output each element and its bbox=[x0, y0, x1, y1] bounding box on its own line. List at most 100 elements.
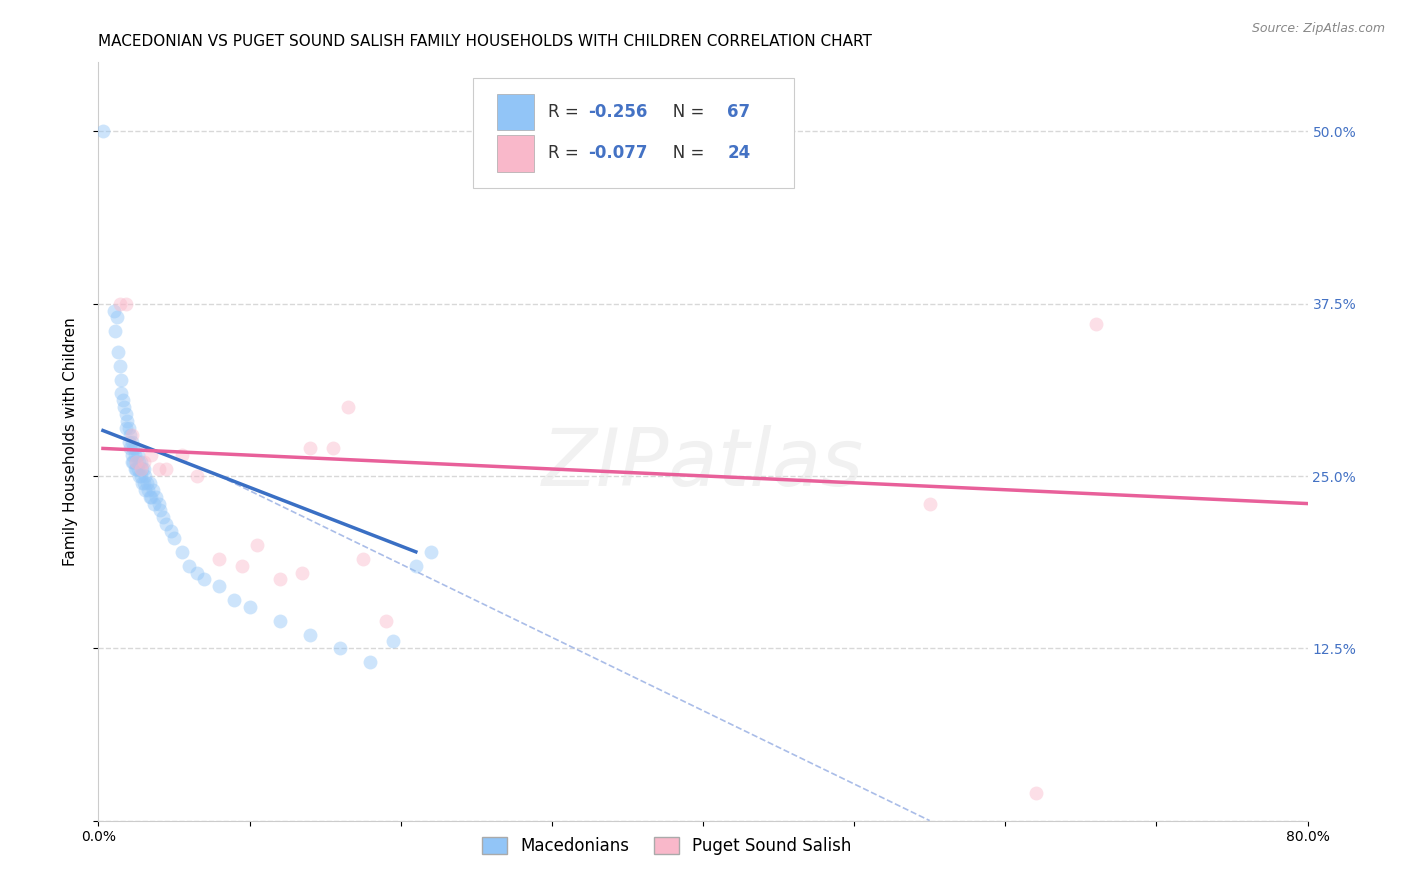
Point bbox=[110, 386, 132, 401]
Point bbox=[143, 497, 166, 511]
Point bbox=[145, 490, 167, 504]
Point bbox=[186, 469, 208, 483]
Point bbox=[122, 442, 145, 456]
Point bbox=[115, 414, 138, 428]
Point bbox=[121, 448, 143, 462]
Point bbox=[179, 558, 201, 573]
Point bbox=[382, 634, 405, 648]
Point bbox=[163, 531, 186, 545]
Point bbox=[111, 393, 134, 408]
Point bbox=[139, 490, 162, 504]
Point bbox=[129, 455, 152, 469]
Point bbox=[420, 545, 443, 559]
Text: R =: R = bbox=[548, 103, 585, 120]
Point bbox=[112, 400, 135, 414]
Point bbox=[124, 442, 146, 456]
Point bbox=[336, 400, 359, 414]
Point bbox=[103, 303, 125, 318]
Point bbox=[155, 462, 177, 476]
Point bbox=[122, 455, 145, 469]
Point bbox=[131, 462, 153, 476]
Text: N =: N = bbox=[657, 103, 710, 120]
Point bbox=[132, 462, 155, 476]
Point bbox=[114, 407, 136, 421]
Point bbox=[121, 455, 143, 469]
Point bbox=[128, 469, 150, 483]
Point bbox=[127, 462, 149, 476]
Point bbox=[108, 296, 131, 310]
Point bbox=[121, 434, 143, 449]
Point bbox=[128, 455, 150, 469]
Point bbox=[208, 551, 231, 566]
Point bbox=[125, 462, 148, 476]
Point bbox=[141, 448, 163, 462]
Point bbox=[114, 296, 136, 310]
Point bbox=[374, 614, 396, 628]
Point bbox=[149, 503, 172, 517]
Point bbox=[105, 310, 128, 325]
FancyBboxPatch shape bbox=[498, 94, 534, 130]
Point bbox=[127, 448, 149, 462]
Point bbox=[129, 469, 152, 483]
Point bbox=[160, 524, 183, 538]
Point bbox=[104, 324, 127, 338]
Point bbox=[269, 573, 291, 587]
Point bbox=[1024, 786, 1046, 800]
Point bbox=[124, 448, 146, 462]
Point bbox=[118, 421, 141, 435]
Point bbox=[322, 442, 344, 456]
Point bbox=[132, 455, 155, 469]
Point bbox=[208, 579, 231, 593]
Point bbox=[134, 469, 156, 483]
Point bbox=[918, 497, 941, 511]
Point bbox=[1085, 318, 1108, 332]
Point bbox=[224, 593, 246, 607]
Point bbox=[148, 497, 170, 511]
Point bbox=[124, 462, 146, 476]
Point bbox=[108, 359, 131, 373]
Point bbox=[269, 614, 291, 628]
Text: R =: R = bbox=[548, 145, 585, 162]
Point bbox=[352, 551, 374, 566]
Point bbox=[134, 483, 156, 497]
Point bbox=[299, 442, 322, 456]
Point bbox=[152, 510, 174, 524]
Point bbox=[114, 421, 136, 435]
Point bbox=[107, 345, 129, 359]
Point bbox=[329, 641, 352, 656]
Point bbox=[120, 442, 142, 456]
Point bbox=[148, 462, 170, 476]
Point bbox=[125, 455, 148, 469]
Y-axis label: Family Households with Children: Family Households with Children bbox=[63, 318, 77, 566]
Point bbox=[141, 490, 163, 504]
FancyBboxPatch shape bbox=[498, 136, 534, 171]
Text: -0.077: -0.077 bbox=[588, 145, 648, 162]
Point bbox=[136, 483, 159, 497]
Point bbox=[246, 538, 269, 552]
Point bbox=[132, 475, 155, 490]
Point bbox=[405, 558, 427, 573]
Text: Source: ZipAtlas.com: Source: ZipAtlas.com bbox=[1251, 22, 1385, 36]
Point bbox=[231, 558, 253, 573]
Text: 67: 67 bbox=[727, 103, 751, 120]
Point bbox=[239, 599, 262, 614]
Point bbox=[131, 475, 153, 490]
Text: N =: N = bbox=[657, 145, 710, 162]
Point bbox=[155, 517, 177, 532]
Point bbox=[120, 427, 142, 442]
Point bbox=[193, 573, 215, 587]
Point bbox=[291, 566, 314, 580]
Point bbox=[135, 475, 157, 490]
FancyBboxPatch shape bbox=[474, 78, 793, 187]
Point bbox=[142, 483, 165, 497]
Text: 24: 24 bbox=[727, 145, 751, 162]
Point bbox=[299, 627, 322, 641]
Point bbox=[110, 372, 132, 386]
Text: -0.256: -0.256 bbox=[588, 103, 648, 120]
Point bbox=[125, 455, 148, 469]
Point bbox=[121, 427, 143, 442]
Text: MACEDONIAN VS PUGET SOUND SALISH FAMILY HOUSEHOLDS WITH CHILDREN CORRELATION CHA: MACEDONIAN VS PUGET SOUND SALISH FAMILY … bbox=[98, 34, 872, 49]
Point bbox=[170, 448, 193, 462]
Point bbox=[360, 655, 382, 669]
Point bbox=[139, 475, 162, 490]
